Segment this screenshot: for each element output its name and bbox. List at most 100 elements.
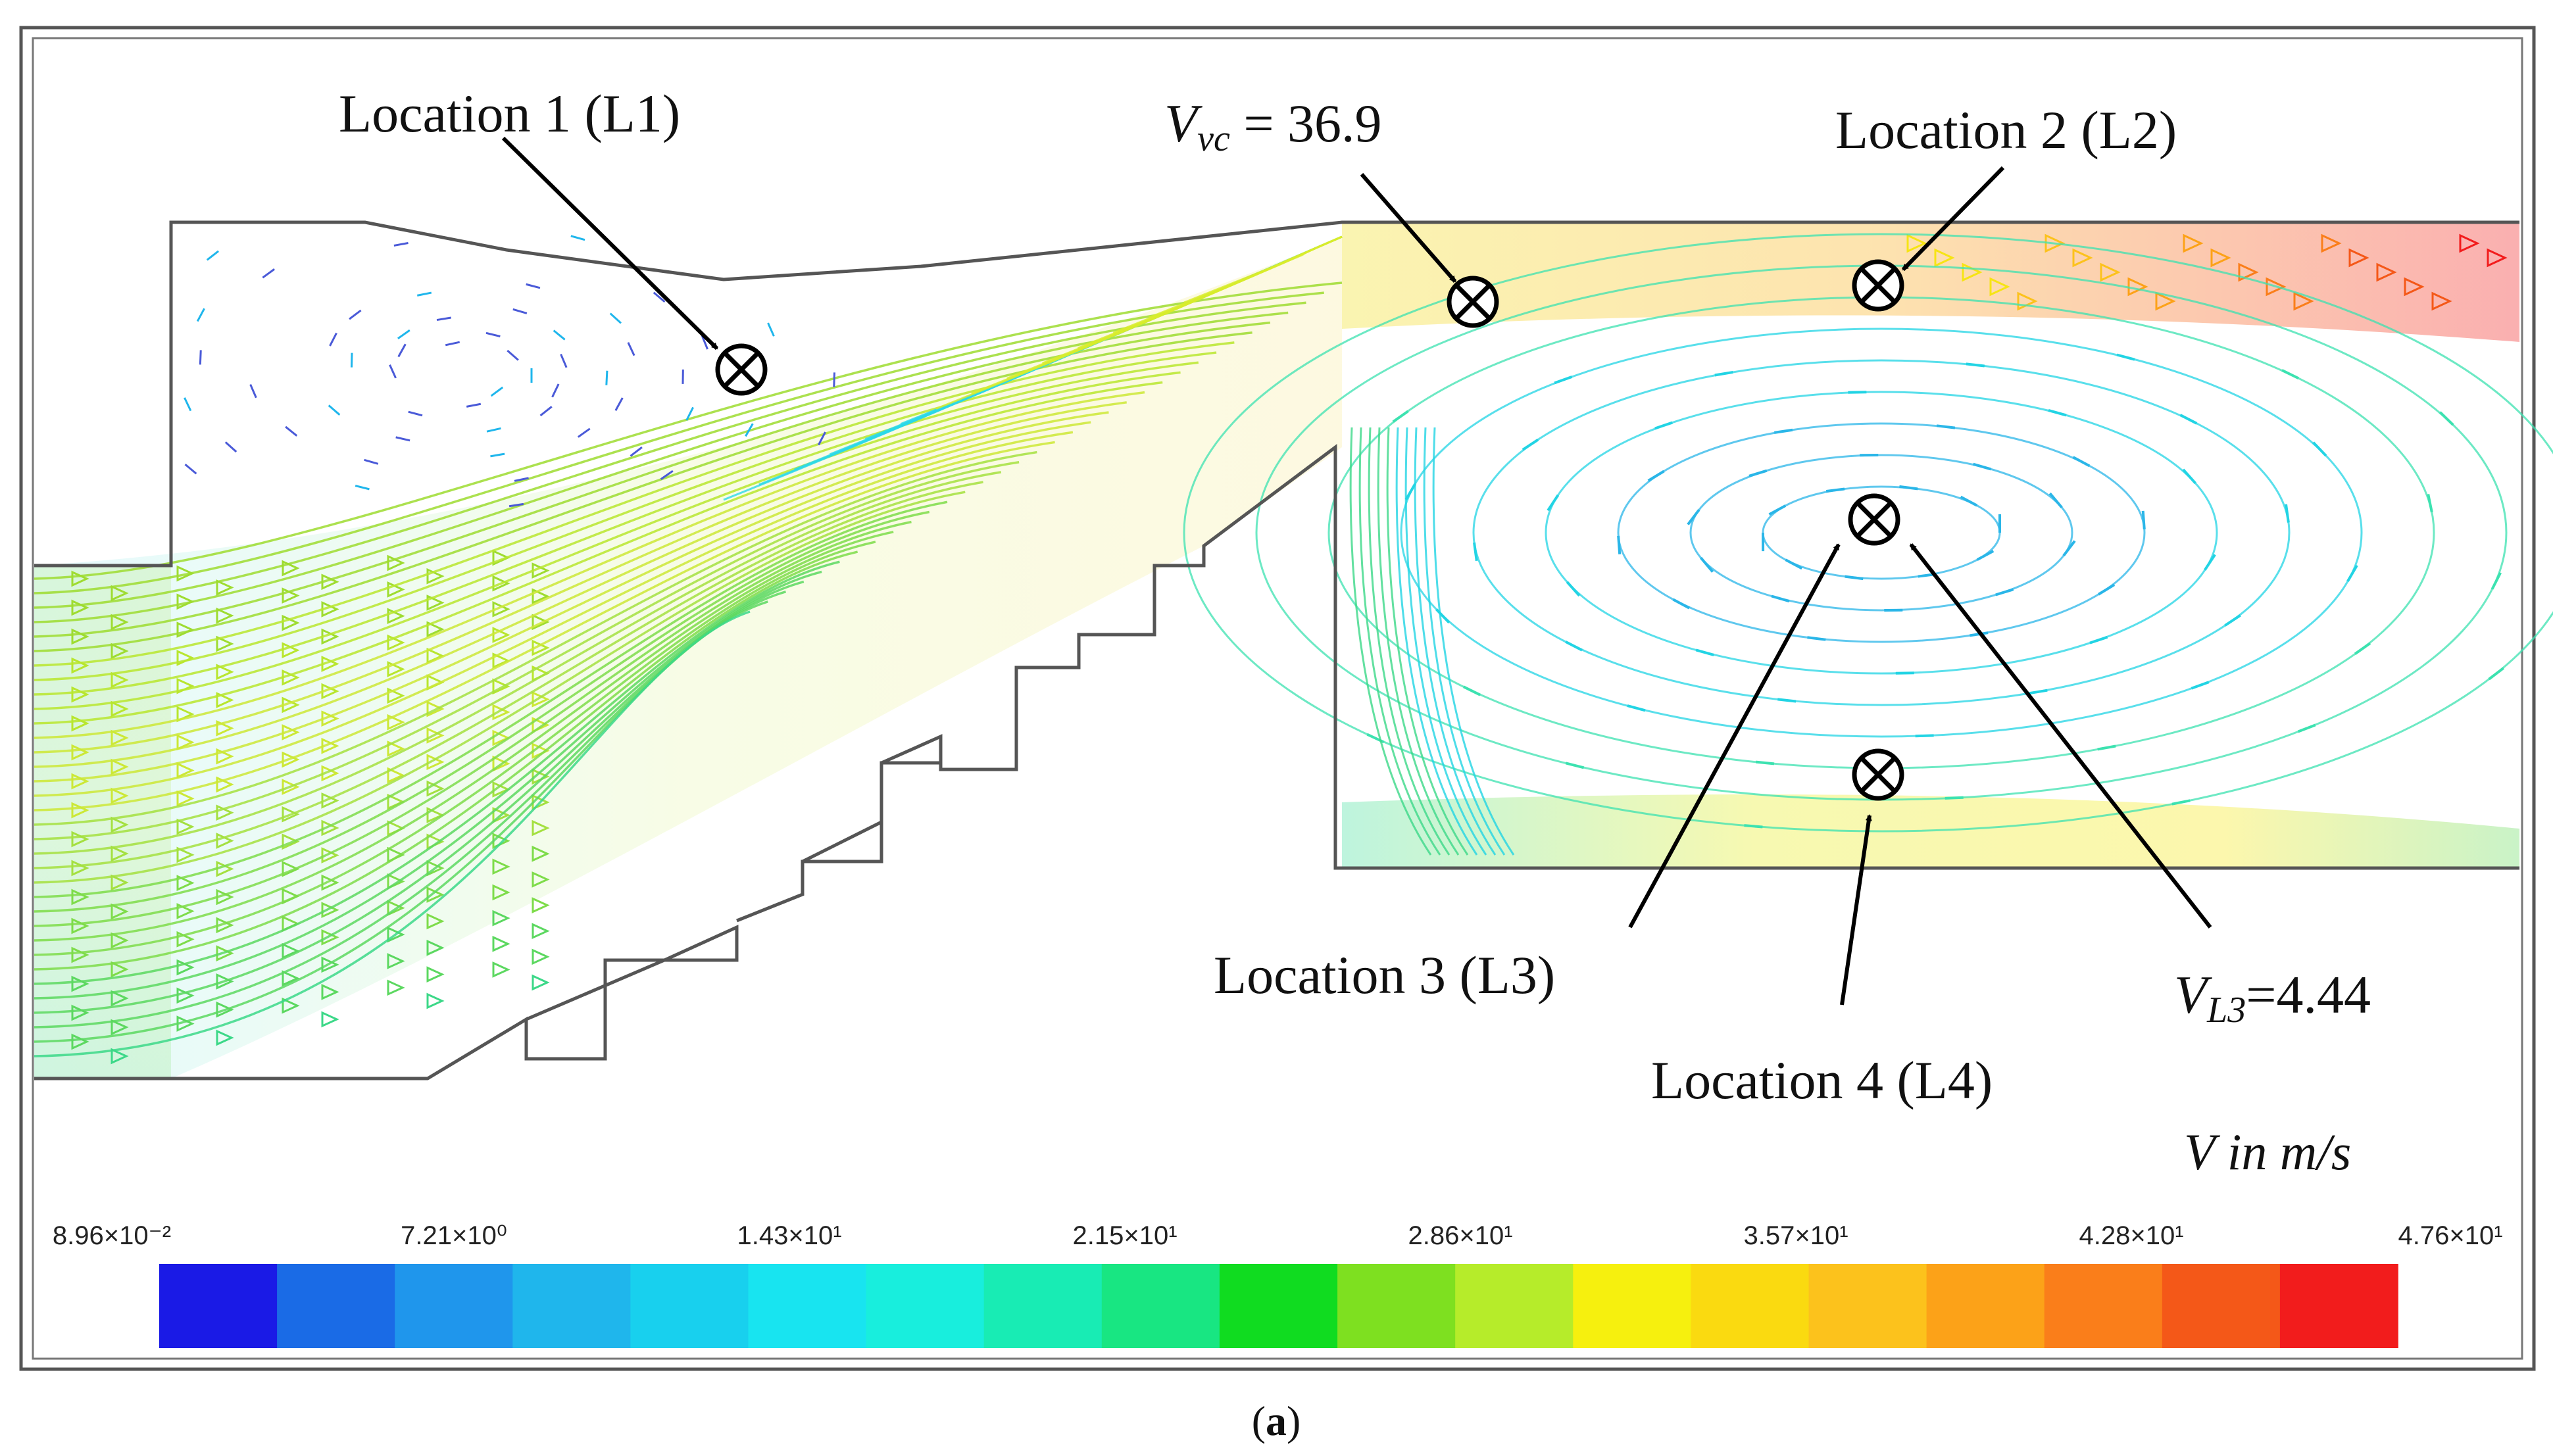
- colorbar-segment: [1691, 1264, 1810, 1348]
- vortex-ring: [1472, 359, 2291, 706]
- streamline: [34, 441, 1055, 812]
- vector-glyph: [176, 903, 195, 919]
- colorbar-tick-label: 4.76×10¹: [2398, 1221, 2502, 1250]
- vortex-vector: [1547, 494, 1560, 512]
- vortex-vector: [2097, 744, 2116, 751]
- recirc-vector: [196, 308, 205, 322]
- colorbar: [159, 1264, 2398, 1348]
- vortex-vector: [2285, 504, 2290, 523]
- vortex-vector: [2346, 564, 2358, 582]
- vortex-vector: [1777, 698, 1797, 703]
- vector-glyph: [492, 858, 510, 875]
- vector-glyph: [2100, 262, 2121, 282]
- vector-glyph: [111, 990, 129, 1007]
- vortex-vector: [1435, 608, 1450, 624]
- colorbar-segment: [866, 1264, 985, 1348]
- vector-glyph: [387, 767, 405, 784]
- recirc-vector: [416, 291, 432, 297]
- recirc-vector: [397, 329, 410, 340]
- vector-glyph: [2459, 233, 2480, 253]
- vector-glyph: [282, 751, 300, 768]
- vector-glyph: [387, 926, 405, 943]
- recirc-vector: [490, 452, 505, 458]
- streamline: [34, 301, 1306, 609]
- colorbar-tick-label: 3.57×10¹: [1743, 1221, 1848, 1250]
- streamline: [1377, 427, 1460, 856]
- vortex-ring: [1689, 454, 2073, 612]
- vector-glyph: [2238, 262, 2259, 282]
- streamline: [34, 431, 1074, 797]
- colorbar-tick-label: 8.96×10⁻²: [53, 1221, 171, 1250]
- colorbar-segment: [1337, 1264, 1456, 1348]
- vortex-vector: [2427, 493, 2433, 513]
- streamline: [34, 311, 1289, 623]
- marker-l3: [1848, 493, 1900, 546]
- recirc-vector: [818, 431, 826, 446]
- vector-glyph: [492, 704, 510, 721]
- label-vvc: Vvc = 36.9: [1164, 93, 1382, 159]
- arrow-l3: [1628, 543, 1841, 929]
- streamline: [34, 321, 1271, 638]
- recirc-vector: [745, 423, 754, 437]
- vortex-vector: [1807, 636, 1826, 641]
- label-location1: Location 1 (L1): [339, 84, 680, 143]
- vortex-vector: [1392, 410, 1409, 424]
- vortex-vector: [2224, 614, 2241, 627]
- vector-glyph: [71, 686, 89, 703]
- streamline: [34, 450, 1037, 826]
- vortex-vector: [1899, 485, 1918, 491]
- recirc-vector: [609, 312, 622, 324]
- vector-glyph: [111, 700, 129, 717]
- vector-glyph: [321, 819, 339, 837]
- recirc-vector: [653, 291, 666, 303]
- colorbar-segment: [159, 1264, 278, 1348]
- recirc-vector: [614, 397, 624, 411]
- recirc-vector: [833, 372, 835, 387]
- vector-glyph: [216, 1001, 234, 1018]
- vector-glyph: [426, 992, 445, 1009]
- streamline: [34, 341, 1235, 667]
- vortex-vector: [1554, 376, 1573, 385]
- vector-glyph: [111, 729, 129, 746]
- vortex-vector: [1695, 648, 1714, 656]
- streamline: [34, 391, 1145, 739]
- label-location2: Location 2 (L2): [1835, 100, 2177, 160]
- vector-glyph: [282, 806, 300, 823]
- recirc-vector: [224, 441, 237, 453]
- vector-glyph: [2293, 291, 2314, 311]
- vector-glyph: [321, 874, 339, 891]
- vector-glyph: [176, 818, 195, 835]
- vector-glyph: [532, 923, 550, 940]
- vortex-ring: [1183, 233, 2553, 833]
- vector-glyph: [216, 692, 234, 708]
- recirc-vector: [364, 458, 379, 465]
- recirc-vector: [355, 485, 370, 491]
- vector-glyph: [492, 935, 510, 952]
- recirc-vector: [539, 406, 553, 417]
- vortex-vector: [1522, 438, 1539, 451]
- vector-glyph: [216, 973, 234, 990]
- outer-frame: [19, 26, 2536, 1371]
- vortex-vector: [1976, 550, 1995, 561]
- vortex-ring: [1400, 328, 2363, 738]
- vector-glyph: [321, 902, 339, 919]
- vortex-vector: [2048, 492, 2063, 508]
- vortex-vector: [2062, 540, 2076, 557]
- vector-glyph: [111, 961, 129, 978]
- vector-glyph: [176, 875, 195, 891]
- vortex-vector: [1774, 428, 1793, 434]
- marker-l4: [1852, 748, 1904, 801]
- recirc-vector: [184, 463, 197, 475]
- vector-glyph: [111, 787, 129, 804]
- streamline: [34, 351, 1217, 681]
- vector-glyph: [426, 966, 445, 983]
- recirc-vector: [328, 404, 341, 416]
- jet-wash: [34, 237, 1342, 1079]
- label-units: V in m/s: [2184, 1123, 2351, 1180]
- vector-glyph: [426, 807, 445, 823]
- vector-glyph: [321, 956, 339, 973]
- vector-glyph: [2404, 277, 2425, 297]
- vector-glyph: [2376, 262, 2397, 282]
- vector-glyph: [492, 884, 510, 901]
